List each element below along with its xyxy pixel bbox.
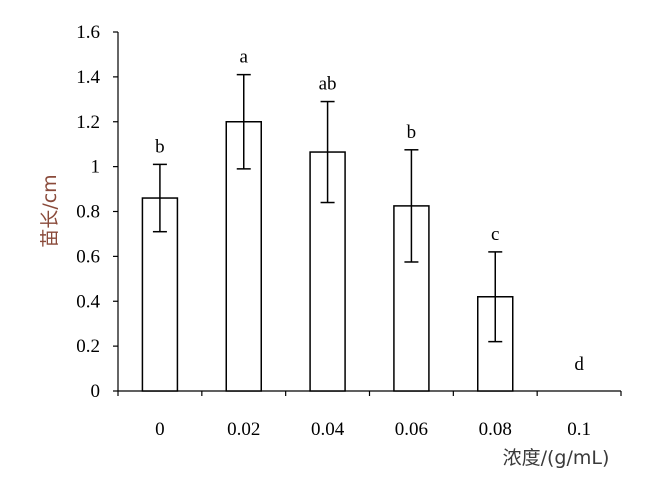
x-axis: 0 0.02 0.04 0.06 0.08 0.1 [117, 390, 622, 440]
y-tick-label: 0.6 [76, 246, 100, 267]
y-tick-label: 1.6 [76, 22, 100, 43]
significance-labels: b a ab b c d [155, 47, 584, 375]
y-tick-label: 0.4 [76, 291, 100, 312]
y-tick-label: 0.2 [76, 336, 100, 357]
significance-label: b [407, 122, 417, 143]
x-tick-label: 0.08 [479, 419, 512, 440]
significance-label: d [574, 354, 584, 375]
y-axis-label: 苗长/cm [39, 174, 61, 247]
significance-label: c [491, 224, 499, 245]
y-tick-label: 1.2 [76, 112, 100, 133]
significance-label: a [240, 47, 249, 68]
x-tick-label: 0.1 [567, 419, 591, 440]
y-tick-label: 0.8 [76, 202, 100, 223]
y-tick-label: 0 [91, 381, 101, 402]
x-tick-label: 0.02 [227, 419, 260, 440]
y-axis: 0 0.2 0.4 0.6 0.8 1 1.2 1.4 1.6 [76, 22, 119, 402]
y-tick-label: 1.4 [76, 67, 100, 88]
significance-label: ab [319, 74, 337, 95]
x-axis-label: 浓度/(g/mL) [503, 447, 610, 469]
x-tick-label: 0 [155, 419, 165, 440]
error-bars [152, 73, 503, 343]
significance-label: b [155, 136, 165, 157]
y-tick-label: 1 [91, 157, 101, 178]
x-tick-label: 0.06 [395, 419, 428, 440]
x-tick-label: 0.04 [311, 419, 345, 440]
bars [141, 121, 514, 392]
